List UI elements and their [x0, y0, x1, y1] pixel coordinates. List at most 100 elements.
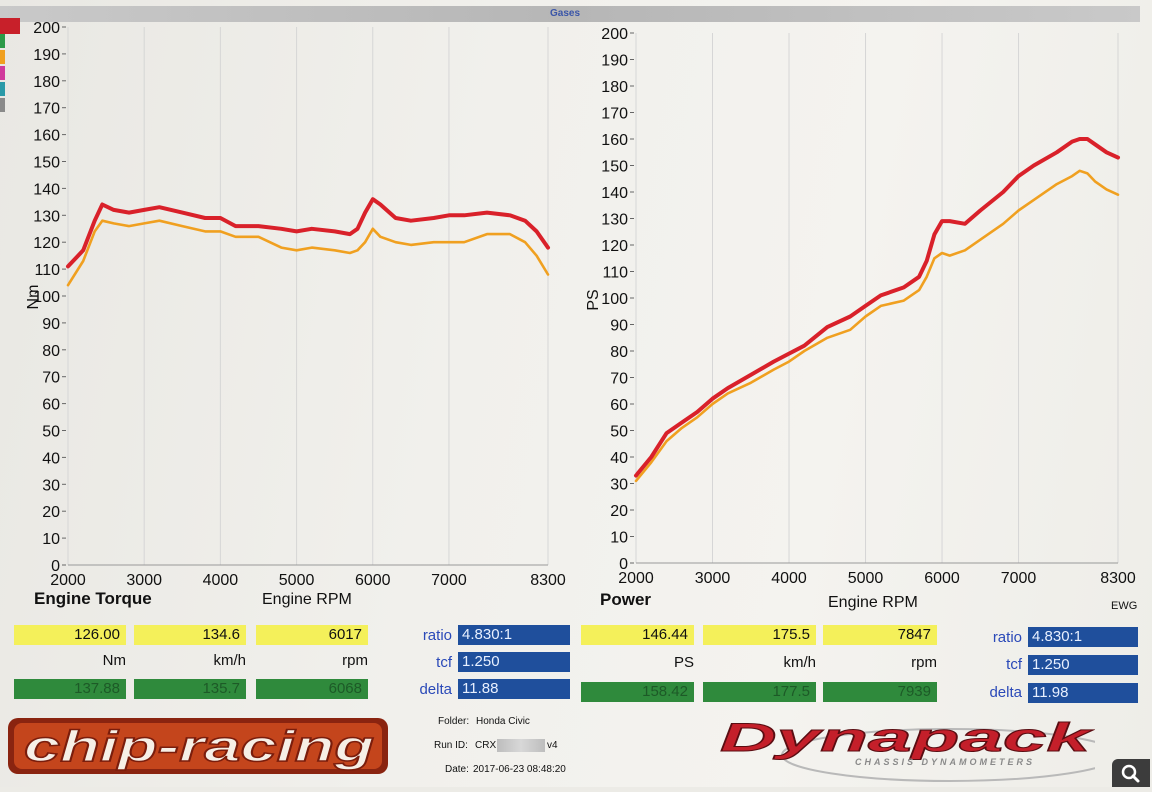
torque-unit: Nm: [102, 652, 126, 669]
y-tick-label: 160: [601, 132, 628, 149]
y-tick-label: 10: [610, 530, 628, 547]
y-tick-label: 180: [33, 74, 60, 91]
power-unit: PS: [673, 654, 694, 671]
torque-title: Engine Torque: [34, 589, 152, 608]
power-rpm-value: 7847: [823, 625, 937, 645]
x-tick-label: 8300: [530, 572, 566, 589]
y-tick-label: 110: [602, 265, 628, 282]
power-speed-unit: km/h: [783, 654, 816, 671]
zoom-button[interactable]: [1112, 759, 1150, 787]
y-tick-label: 140: [601, 185, 628, 202]
top-bar: [0, 6, 1140, 22]
top-bar-label: Gases: [550, 8, 581, 19]
legend-swatch: [0, 66, 5, 80]
legend-swatch: [0, 82, 5, 96]
y-tick-label: 100: [601, 291, 628, 308]
dynapack-logo: Dynapack CHASSIS DYNAMOMETERS: [720, 716, 1095, 782]
run-id-label: Run ID:: [434, 740, 468, 751]
legend-swatch: [0, 50, 5, 64]
y-tick-label: 150: [601, 159, 628, 176]
y-tick-label: 30: [42, 477, 60, 494]
date-label: Date:: [445, 764, 469, 775]
series-line: [634, 169, 1120, 483]
x-tick-label: 4000: [203, 572, 239, 589]
power-x-axis-title: Engine RPM: [828, 594, 918, 611]
legend-swatch: [0, 18, 20, 34]
y-tick-label: 30: [610, 477, 628, 494]
power-value: 146.44: [581, 625, 694, 645]
x-tick-label: 3000: [126, 572, 162, 589]
y-tick-label: 120: [33, 235, 60, 252]
y-tick-label: 70: [610, 371, 628, 388]
y-tick-label: 170: [601, 106, 628, 123]
x-tick-label: 8300: [1100, 570, 1136, 587]
y-tick-label: 100: [33, 289, 60, 306]
y-tick-label: 60: [610, 397, 628, 414]
date-value: 2017-06-23 08:48:20: [473, 764, 566, 775]
svg-text:Dynapack: Dynapack: [720, 716, 1093, 760]
y-tick-label: 60: [42, 397, 60, 414]
delta-label-right: delta: [989, 684, 1022, 701]
torque-value: 126.00: [14, 625, 126, 645]
ewg-note: EWG: [1111, 600, 1138, 612]
y-tick-label: 120: [601, 238, 628, 255]
delta-value: 11.88: [458, 679, 570, 699]
y-tick-label: 80: [610, 344, 628, 361]
chip-racing-logo: chip-racing: [8, 718, 388, 774]
y-tick-label: 170: [33, 101, 60, 118]
speed-unit: km/h: [213, 652, 246, 669]
torque-chart: 2000 3000 4000 5000 6000 7000 8300 0 10 20 30 40 50 6…: [25, 20, 566, 589]
power-peak-speed: 177.5: [703, 682, 816, 702]
power-speed-value: 175.5: [703, 625, 816, 645]
torque-x-axis-title: Engine RPM: [262, 591, 352, 608]
x-tick-label: 4000: [771, 570, 807, 587]
series-line: [66, 219, 550, 287]
svg-text:CHASSIS DYNAMOMETERS: CHASSIS DYNAMOMETERS: [855, 757, 1035, 767]
x-tick-label: 5000: [279, 572, 315, 589]
ratio-label-right: ratio: [992, 629, 1022, 646]
torque-peak-value: 137.88: [14, 679, 126, 699]
run-id-suffix: v4: [547, 740, 558, 751]
y-tick-label: 20: [610, 503, 628, 520]
y-tick-label: 40: [42, 450, 60, 467]
y-tick-label: 10: [42, 531, 60, 548]
series-line: [66, 197, 550, 269]
torque-peak-rpm: 6068: [256, 679, 368, 699]
power-chart: 2000 3000 4000 5000 6000 7000 8300 0 10 20 30 40 50 6…: [585, 26, 1136, 587]
ratio-label: ratio: [422, 627, 452, 644]
power-peak-value: 158.42: [581, 682, 694, 702]
search-icon: [1121, 764, 1140, 783]
run-id-value: CRX: [475, 740, 497, 751]
y-tick-label: 160: [33, 128, 60, 145]
tcf-value-right: 1.250: [1028, 655, 1138, 675]
y-tick-label: 50: [42, 424, 60, 441]
power-peak-rpm: 7939: [823, 682, 937, 702]
y-tick-label: 200: [33, 20, 60, 37]
y-tick-label: 200: [601, 26, 628, 43]
ratio-value-right: 4.830:1: [1028, 627, 1138, 647]
tcf-value: 1.250: [458, 652, 570, 672]
tcf-label-right: tcf: [1006, 656, 1022, 673]
x-tick-label: 6000: [924, 570, 960, 587]
x-tick-label: 5000: [848, 570, 884, 587]
x-tick-label: 2000: [618, 570, 654, 587]
run-id-redaction: [497, 739, 545, 752]
folder-value: Honda Civic: [476, 716, 530, 727]
rpm-unit: rpm: [342, 652, 368, 669]
y-tick-label: 110: [34, 262, 60, 279]
x-tick-label: 3000: [695, 570, 731, 587]
y-tick-label: 80: [42, 343, 60, 360]
torque-peak-speed: 135.7: [134, 679, 246, 699]
x-tick-label: 6000: [355, 572, 391, 589]
y-tick-label: 130: [33, 208, 60, 225]
y-tick-label: 90: [610, 318, 628, 335]
delta-value-right: 11.98: [1028, 683, 1138, 703]
y-tick-label: 150: [33, 155, 60, 172]
torque-speed-value: 134.6: [134, 625, 246, 645]
x-tick-label: 2000: [50, 572, 86, 589]
legend-swatch: [0, 34, 5, 48]
y-tick-label: 140: [33, 181, 60, 198]
x-tick-label: 7000: [1001, 570, 1037, 587]
y-tick-label: 180: [601, 79, 628, 96]
